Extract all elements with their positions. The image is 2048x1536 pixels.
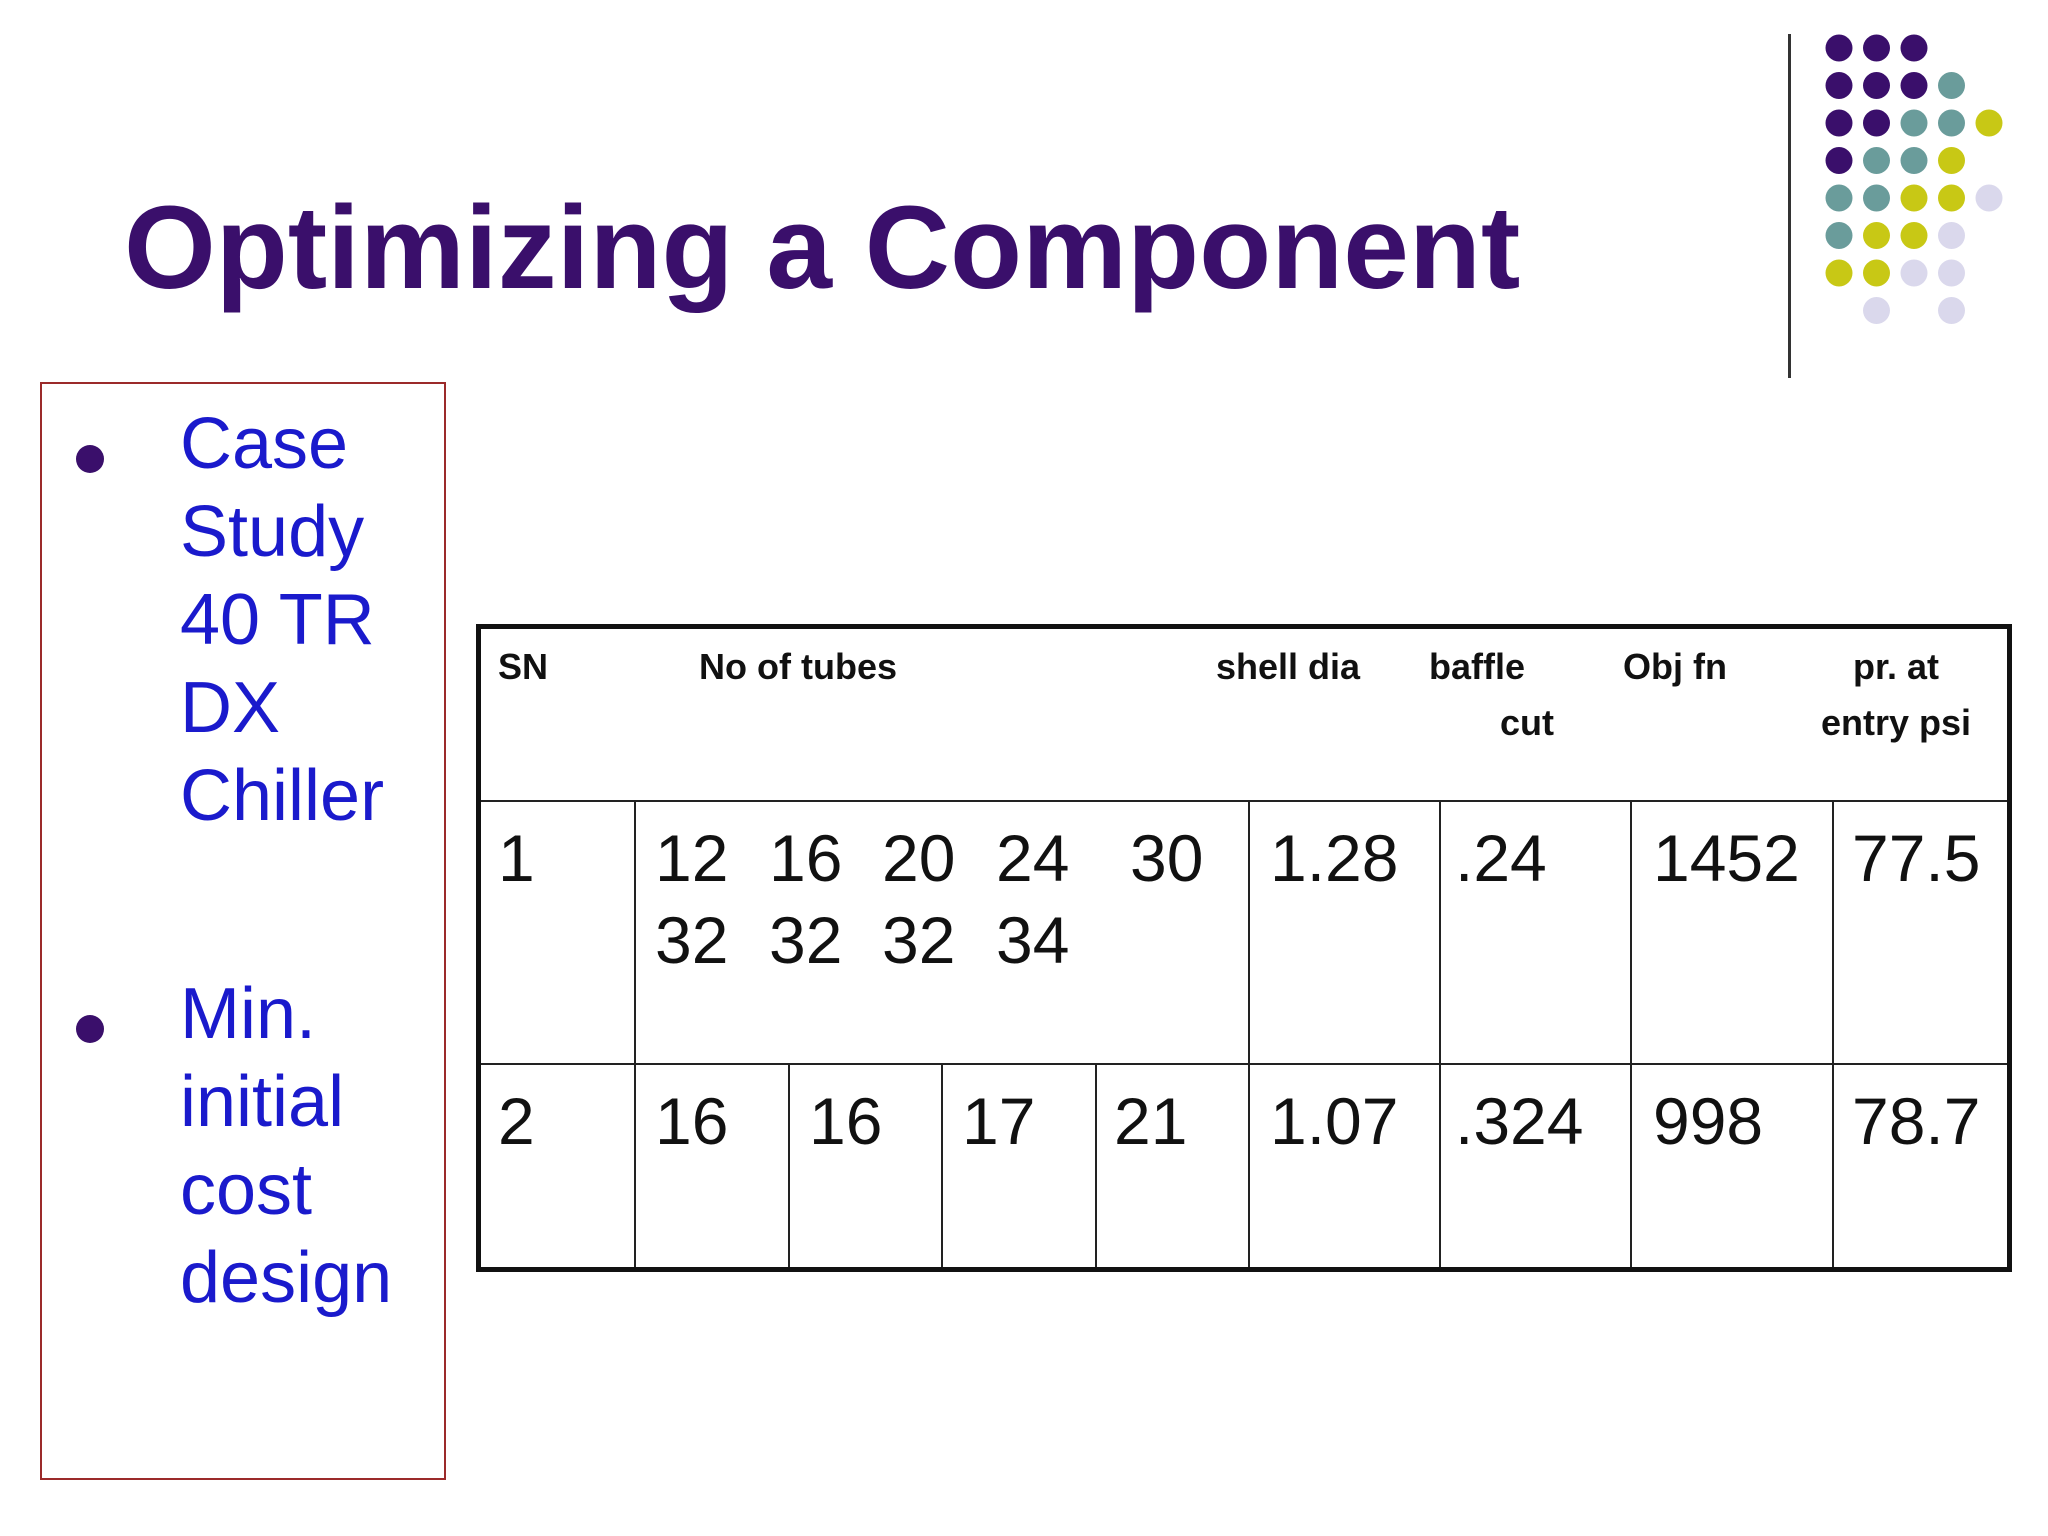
decor-dot-olive [1900,184,1928,212]
slide-title: Optimizing a Component [124,182,1521,314]
header-pressure: pr. at entry psi [1811,639,1981,751]
table-column-divider [634,800,636,1267]
row1-shell-dia: 1.28 [1270,821,1399,895]
header-line: entry psi [1820,702,1972,743]
row2-tube-2: 16 [809,1084,883,1158]
row2-obj-fn: 998 [1653,1084,1764,1158]
bullet-line: initial [180,1062,345,1142]
decor-dot-olive [1863,259,1890,287]
decor-dot-lavender [1938,297,1965,324]
bullet-line: Study [180,492,365,572]
bullet-line: Case [180,404,349,484]
decor-dot-teal [1900,109,1928,137]
row1-pressure: 77.5 [1852,821,1981,895]
decor-dot-purple [1825,72,1853,99]
row1-tube-5: 30 [1130,821,1204,895]
header-shell-dia: shell dia [1216,646,1361,687]
decor-dot-teal [1900,147,1928,174]
decor-dot-olive [1825,259,1853,287]
header-line: cut [1500,702,1554,743]
table-column-divider [1630,800,1632,1267]
row1-tube-9: 34 [996,903,1070,977]
bullet-dot-icon [76,1015,104,1043]
decor-dot-lavender [1900,259,1928,287]
decor-dot-purple [1863,34,1890,62]
decor-dot-teal [1825,184,1853,212]
bullet-min-cost: Min. initial cost design [66,970,426,1350]
row1-tube-1: 12 [655,821,729,895]
bullet-line: cost [180,1150,313,1230]
table-column-divider [1832,800,1834,1267]
decor-dot-purple [1825,147,1853,174]
header-line: pr. at [1852,646,1940,687]
bullet-line: DX [180,668,281,748]
row1-baffle-cut: .24 [1455,821,1547,895]
decor-dot-olive [1900,222,1928,249]
table-column-divider [1439,800,1441,1267]
row2-tube-4: 21 [1114,1084,1188,1158]
row2-tube-3: 17 [962,1084,1036,1158]
table-column-divider [1248,800,1250,1267]
row1-obj-fn: 1452 [1653,821,1800,895]
table-subcolumn-divider [788,1063,790,1267]
sidebar-box: Case Study 40 TR DX Chiller Min. initial… [40,382,446,1480]
row1-sn: 1 [498,821,535,895]
row1-tube-6: 32 [655,903,729,977]
decor-dot-teal [1863,147,1890,174]
bullet-text: Min. initial cost design [180,970,440,1322]
row1-tube-4: 24 [996,821,1070,895]
title-divider-line [1788,34,1791,378]
row2-baffle-cut: .324 [1455,1084,1584,1158]
row2-shell-dia: 1.07 [1270,1084,1399,1158]
bullet-line: 40 TR [180,580,375,660]
row2-pressure: 78.7 [1852,1084,1981,1158]
row1-tube-3: 20 [882,821,956,895]
row1-tube-2: 16 [769,821,843,895]
row2-sn: 2 [498,1084,535,1158]
bullet-dot-icon [76,445,104,473]
decor-dot-teal [1825,222,1853,249]
decor-dot-lavender [1938,259,1965,287]
row2-tube-1: 16 [655,1084,729,1158]
decor-dot-lavender [1863,297,1890,324]
bullet-line: Chiller [180,756,385,836]
results-table: SN No of tubes shell dia baffle cut Obj … [476,624,2012,1272]
decor-dot-lavender [1938,222,1965,249]
decor-dot-teal [1938,109,1965,137]
decor-dot-olive [1938,184,1965,212]
row1-tube-7: 32 [769,903,843,977]
table-subcolumn-divider [941,1063,943,1267]
decor-dot-olive [1938,147,1965,174]
decor-dot-teal [1863,184,1890,212]
header-sn: SN [498,646,549,687]
decor-dot-purple [1900,72,1928,99]
decor-dot-purple [1863,72,1890,99]
table-subcolumn-divider [1095,1063,1097,1267]
table-row-divider [481,1063,2007,1065]
bullet-line: design [180,1238,393,1318]
header-baffle-cut: baffle cut [1429,639,1554,751]
table-header-divider [481,800,2007,802]
row1-tube-8: 32 [882,903,956,977]
decor-dot-purple [1863,109,1890,137]
decor-dot-teal [1938,72,1965,99]
header-no-of-tubes: No of tubes [699,646,897,687]
bullet-line: Min. [180,974,317,1054]
decor-dot-lavender [1975,184,2003,212]
bullet-text: Case Study 40 TR DX Chiller [180,400,440,840]
decor-dot-purple [1900,34,1928,62]
header-line: baffle [1429,646,1526,687]
decor-dot-purple [1825,34,1853,62]
decor-dot-olive [1863,222,1890,249]
decor-dot-purple [1825,109,1853,137]
decor-dot-olive [1975,109,2003,137]
header-obj-fn: Obj fn [1623,646,1727,687]
bullet-case-study: Case Study 40 TR DX Chiller [66,400,426,860]
